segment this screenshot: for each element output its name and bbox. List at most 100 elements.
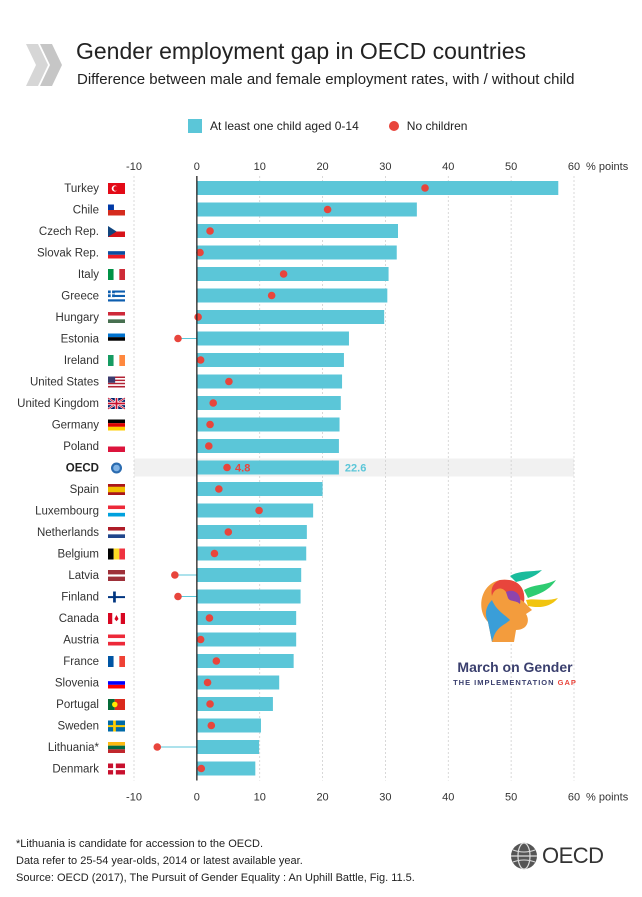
- dot-finland: [174, 592, 182, 601]
- flag-part: [112, 701, 118, 708]
- flag-part: [108, 376, 125, 379]
- oecd-globe-icon: [511, 842, 537, 870]
- dot-greece: [267, 291, 276, 300]
- dot-italy: [279, 270, 288, 278]
- x-tick-label-top: 20: [316, 161, 328, 173]
- flag-part: [108, 534, 125, 538]
- flag-part: [114, 615, 119, 622]
- flag-netherlands-icon: [108, 527, 125, 538]
- chart-subtitle: Difference between male and female emplo…: [77, 71, 575, 88]
- flag-latvia-icon: [108, 570, 125, 581]
- x-tick-label-bottom: -10: [126, 792, 142, 804]
- flag-oecd-icon: [111, 462, 122, 474]
- oecd-logo-text: OECD: [542, 843, 604, 868]
- flag-part: [108, 656, 114, 667]
- flag-united-states-icon: [108, 376, 125, 388]
- category-label-slovenia: Slovenia: [55, 678, 100, 690]
- oecd-chevron-logo-icon: [26, 44, 62, 86]
- flag-part: [108, 204, 114, 210]
- bar-spain: [196, 482, 323, 496]
- bar-chart: -10 -10 0 0 10 10 20 20 30 30 40 40 50 50 60 60 % points…: [17, 161, 629, 804]
- flag-part: [108, 684, 125, 689]
- flag-part: [108, 402, 125, 405]
- bar-canada: [196, 611, 297, 625]
- dot-germany: [206, 420, 214, 429]
- flag-france-icon: [108, 656, 125, 667]
- x-tick-label-bottom: 40: [442, 792, 454, 804]
- legend: At least one child aged 0-14 No children: [188, 119, 467, 133]
- flag-denmark-icon: [108, 763, 125, 775]
- bar-germany: [196, 417, 340, 432]
- bar-austria: [196, 632, 297, 647]
- flag-part: [108, 745, 125, 750]
- flag-part: [108, 749, 125, 753]
- flag-part: [108, 382, 125, 385]
- category-label-united-kingdom: United Kingdom: [17, 398, 99, 410]
- bar-denmark: [196, 761, 256, 776]
- x-tick-label-top: 50: [505, 161, 517, 173]
- x-tick-label-top: 60: [568, 161, 580, 173]
- flag-part: [108, 312, 125, 316]
- bar-netherlands: [196, 525, 307, 539]
- legend-bar-swatch: [188, 119, 202, 133]
- bar-finland: [196, 589, 301, 604]
- category-label-france: France: [63, 656, 99, 668]
- category-label-germany: Germany: [52, 420, 100, 432]
- flag-part: [108, 379, 125, 382]
- flag-part: [108, 292, 125, 295]
- oecd-logo: OECD: [510, 842, 604, 870]
- bar-estonia: [196, 331, 349, 346]
- flag-part: [108, 527, 125, 531]
- dot-chile: [323, 205, 332, 214]
- bar-poland: [196, 439, 339, 453]
- x-tick-label-bottom: 60: [568, 792, 580, 804]
- flag-part: [108, 378, 125, 380]
- flag-part: [108, 441, 125, 447]
- dot-luxembourg: [255, 506, 263, 515]
- dot-belgium: [210, 549, 219, 558]
- dot-hungary: [194, 313, 202, 321]
- flag-chile-icon: [108, 204, 125, 216]
- bar-turkey: [196, 181, 559, 195]
- x-tick-label-bottom: 10: [254, 792, 266, 804]
- flag-part: [108, 641, 125, 646]
- category-label-czech-rep: Czech Rep.: [39, 226, 99, 238]
- dot-united-kingdom: [209, 399, 217, 407]
- x-unit-label-top: % points: [586, 161, 629, 173]
- flag-slovenia-icon: [108, 677, 125, 689]
- flag-part: [108, 293, 115, 295]
- flag-part: [108, 699, 115, 710]
- flag-canada-icon: [108, 613, 125, 624]
- flag-part: [108, 574, 125, 577]
- march-on-gender-logo: March on Gender THE IMPLEMENTATION GAP: [440, 570, 590, 687]
- dot-sweden: [207, 721, 216, 730]
- flag-part: [108, 294, 125, 298]
- bar-chile: [196, 202, 417, 217]
- flag-part: [108, 446, 125, 452]
- category-label-chile: Chile: [73, 205, 99, 217]
- flag-part: [108, 384, 125, 386]
- flag-part: [108, 226, 125, 232]
- flag-part: [119, 656, 125, 667]
- flag-part: [108, 251, 125, 255]
- flag-turkey-icon: [108, 183, 125, 194]
- flag-part: [108, 381, 125, 383]
- category-label-luxembourg: Luxembourg: [35, 506, 99, 518]
- flag-part: [108, 530, 125, 535]
- flag-slovak-rep-icon: [108, 247, 125, 259]
- x-tick-label-bottom: 20: [316, 792, 328, 804]
- dot-lithuania: [153, 743, 162, 751]
- bar-lithuania: [196, 740, 260, 754]
- flag-part: [108, 596, 125, 599]
- footnote: *Lithuania is candidate for accession to…: [16, 836, 415, 887]
- bar-luxembourg: [196, 503, 314, 518]
- footnote-data-note: Data refer to 25-54 year-olds, 2014 or l…: [16, 855, 303, 867]
- flag-part: [108, 638, 125, 642]
- oecd-dot-data-label: 4.8: [235, 463, 250, 475]
- category-label-belgium: Belgium: [57, 549, 99, 561]
- bar-united-states: [196, 374, 343, 389]
- flag-part: [108, 677, 125, 682]
- flag-united-kingdom-icon: [107, 397, 126, 410]
- flag-part: [108, 376, 116, 383]
- flag-part: [108, 231, 125, 237]
